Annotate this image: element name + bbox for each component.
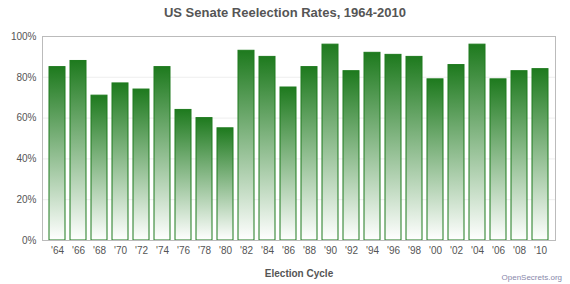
svg-text:80%: 80% bbox=[16, 72, 36, 83]
svg-text:0%: 0% bbox=[22, 235, 37, 246]
svg-text:'04: '04 bbox=[471, 245, 484, 256]
svg-text:'94: '94 bbox=[366, 245, 379, 256]
svg-text:'70: '70 bbox=[114, 245, 127, 256]
svg-text:40%: 40% bbox=[16, 153, 36, 164]
svg-text:'02: '02 bbox=[450, 245, 463, 256]
svg-text:'82: '82 bbox=[240, 245, 253, 256]
svg-text:'96: '96 bbox=[387, 245, 400, 256]
svg-text:'84: '84 bbox=[261, 245, 274, 256]
html-text:US Senate Reelection Rates, 19: US Senate Reelection Rates, 1964-2010 bbox=[164, 5, 406, 20]
svg-text:'72: '72 bbox=[135, 245, 148, 256]
svg-text:'74: '74 bbox=[156, 245, 169, 256]
svg-text:Election Cycle: Election Cycle bbox=[265, 268, 334, 279]
svg-text:'88: '88 bbox=[303, 245, 316, 256]
svg-text:100%: 100% bbox=[11, 31, 37, 42]
svg-text:'68: '68 bbox=[93, 245, 106, 256]
svg-text:20%: 20% bbox=[16, 194, 36, 205]
svg-text:'86: '86 bbox=[282, 245, 295, 256]
svg-text:'90: '90 bbox=[324, 245, 337, 256]
svg-text:'66: '66 bbox=[72, 245, 85, 256]
svg-text:'06: '06 bbox=[492, 245, 505, 256]
svg-text:'80: '80 bbox=[219, 245, 232, 256]
svg-text:'64: '64 bbox=[51, 245, 64, 256]
svg-text:'00: '00 bbox=[429, 245, 442, 256]
svg-text:'76: '76 bbox=[177, 245, 190, 256]
svg-text:'08: '08 bbox=[513, 245, 526, 256]
svg-text:'92: '92 bbox=[345, 245, 358, 256]
html-text:OpenSecrets.org: OpenSecrets.org bbox=[501, 273, 562, 282]
svg-text:'78: '78 bbox=[198, 245, 211, 256]
svg-text:60%: 60% bbox=[16, 112, 36, 123]
svg-text:'10: '10 bbox=[534, 245, 547, 256]
svg-text:'98: '98 bbox=[408, 245, 421, 256]
